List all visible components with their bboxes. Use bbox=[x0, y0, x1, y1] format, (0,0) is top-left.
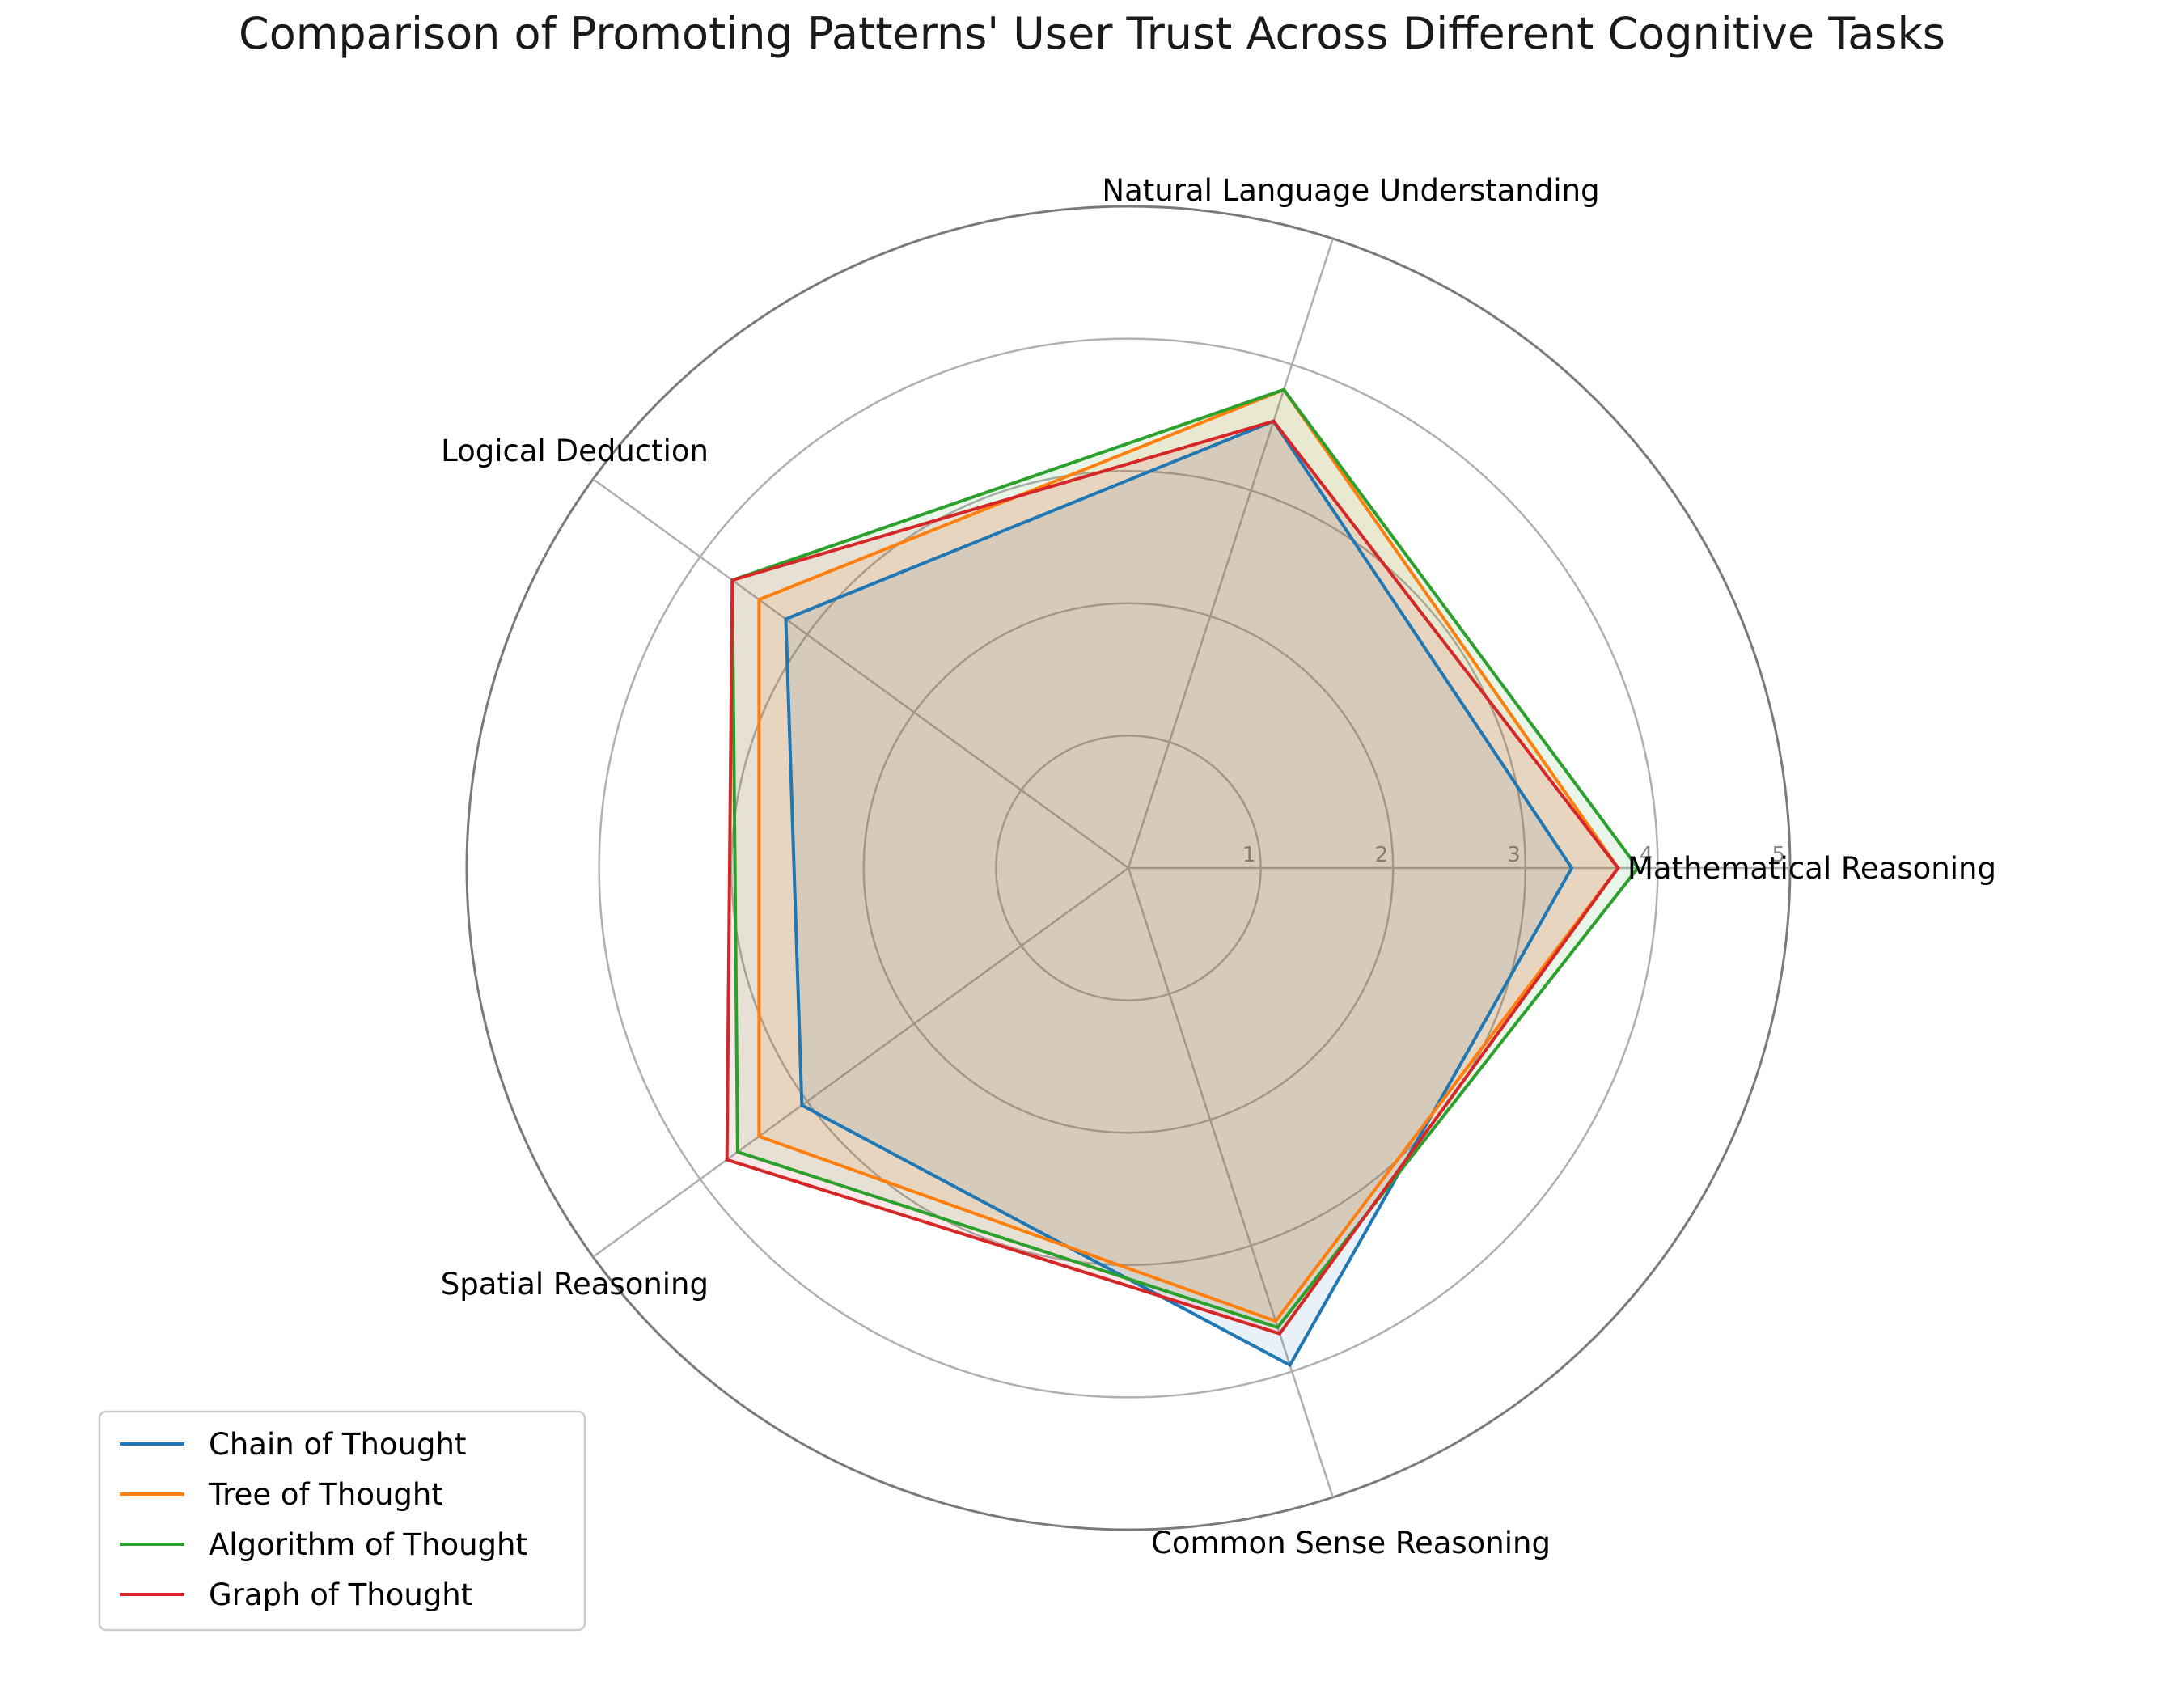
series-area bbox=[785, 421, 1572, 1365]
series-line bbox=[784, 419, 1574, 1368]
axis-spoke bbox=[1127, 238, 1334, 869]
axis-label: Logical Deduction bbox=[441, 434, 709, 468]
legend-label: Chain of Thought bbox=[209, 1427, 466, 1462]
series-area bbox=[759, 389, 1619, 1322]
legend-label: Tree of Thought bbox=[208, 1477, 443, 1512]
axis-label: Common Sense Reasoning bbox=[1151, 1526, 1551, 1560]
legend: Chain of Thought Tree of Thought Algorithm… bbox=[98, 1410, 586, 1632]
series-line bbox=[725, 419, 1620, 1336]
axis-labels: Mathematical Reasoning Natural Language U… bbox=[441, 173, 1996, 1560]
radial-tick-label: 1 bbox=[1242, 843, 1256, 867]
radial-tick-label: 4 bbox=[1640, 843, 1653, 867]
legend-label: Algorithm of Thought bbox=[209, 1527, 527, 1562]
axis-label: Natural Language Understanding bbox=[1102, 173, 1599, 208]
chart-title: Comparison of Promoting Patterns' User T… bbox=[239, 8, 1945, 59]
series-area bbox=[726, 421, 1619, 1334]
axis-label: Mathematical Reasoning bbox=[1627, 851, 1996, 886]
series-line bbox=[730, 387, 1640, 1330]
axis-spoke bbox=[592, 478, 1129, 870]
series-area bbox=[732, 389, 1638, 1327]
series-line bbox=[757, 387, 1620, 1323]
legend-box bbox=[98, 1410, 586, 1632]
axis-label: Spatial Reasoning bbox=[441, 1267, 709, 1302]
radar-series bbox=[725, 387, 1640, 1368]
radial-tick-label: 3 bbox=[1507, 843, 1521, 867]
radial-tick-label: 5 bbox=[1771, 843, 1785, 867]
axis-spoke bbox=[1127, 867, 1334, 1498]
axis-spoke bbox=[592, 866, 1129, 1258]
radar-grid: 1 2 3 4 5 bbox=[465, 205, 1792, 1531]
radial-tick-label: 2 bbox=[1375, 843, 1389, 867]
legend-label: Graph of Thought bbox=[209, 1577, 472, 1612]
